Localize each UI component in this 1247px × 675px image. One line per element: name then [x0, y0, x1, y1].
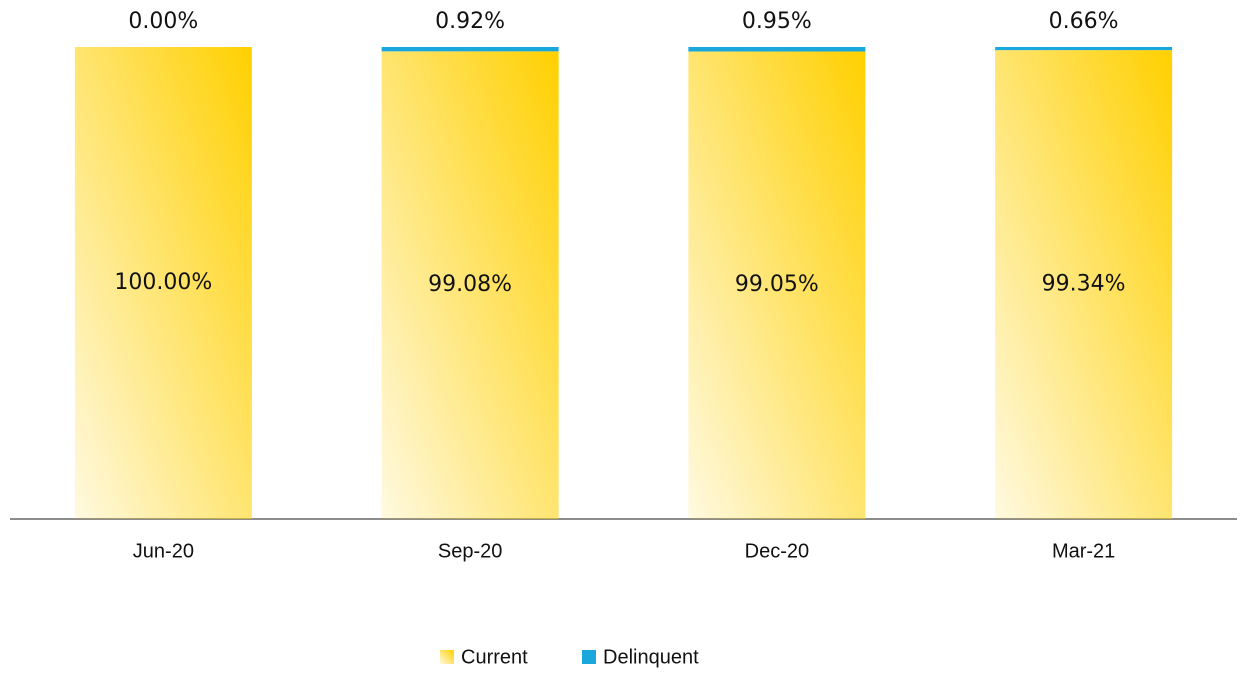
value-label: 99.08% — [428, 272, 512, 297]
value-label: 99.34% — [1042, 272, 1126, 297]
bar-segment — [74, 47, 252, 519]
x-tick-label: Mar-21 — [1052, 540, 1115, 562]
value-label: 0.66% — [1049, 9, 1119, 34]
value-label: 0.95% — [742, 9, 812, 34]
bar-segment — [381, 47, 559, 52]
value-label: 0.92% — [435, 9, 505, 34]
bar-segment — [995, 47, 1173, 51]
bar-segment — [688, 47, 866, 52]
legend-label: Delinquent — [603, 646, 699, 668]
bar-segment — [995, 50, 1173, 519]
value-label: 100.00% — [114, 270, 212, 295]
x-tick-label: Jun-20 — [133, 540, 194, 562]
x-tick-label: Sep-20 — [438, 540, 503, 562]
x-tick-label: Dec-20 — [745, 540, 809, 562]
bar-segment — [688, 51, 866, 519]
value-label: 0.00% — [128, 9, 198, 34]
legend-swatch — [582, 650, 596, 664]
bar-segment — [381, 51, 559, 519]
value-label: 99.05% — [735, 272, 819, 297]
legend-swatch — [440, 650, 454, 664]
legend-label: Current — [461, 646, 528, 668]
